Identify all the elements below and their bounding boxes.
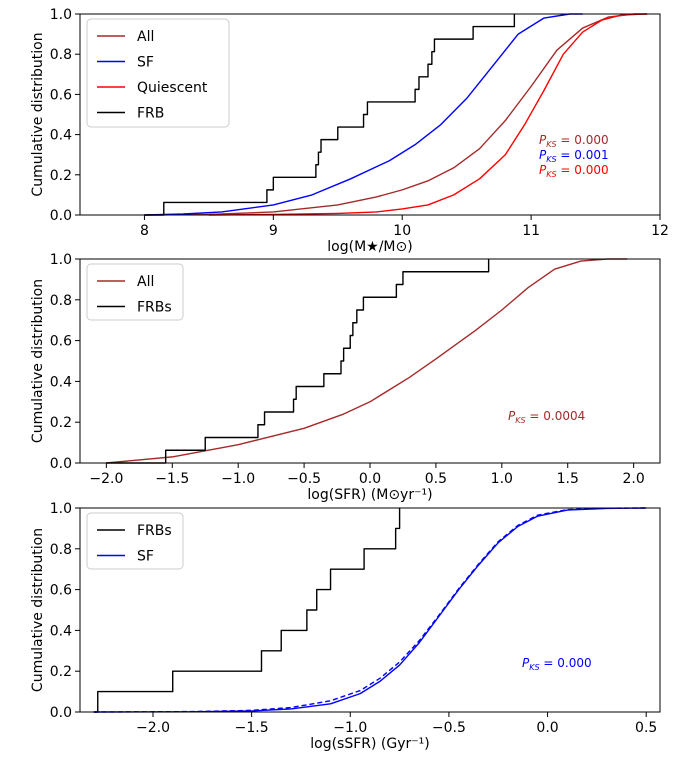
- legend-label: SF: [137, 55, 154, 71]
- x-tick-label: −1.5: [155, 471, 189, 487]
- y-tick-label: 0.0: [50, 208, 72, 224]
- plot-frame: [79, 507, 661, 713]
- y-tick-label: 0.2: [50, 168, 72, 184]
- x-tick-label: 1.5: [557, 471, 579, 487]
- x-axis-label: log(SFR) (M⊙yr⁻¹): [307, 487, 432, 503]
- y-tick-label: 0.6: [50, 87, 72, 103]
- x-tick-label: −1.0: [221, 471, 255, 487]
- x-tick-label: −0.5: [432, 720, 466, 736]
- legend-box: [86, 18, 230, 128]
- x-tick-label: −2.0: [89, 471, 123, 487]
- series-line-all: [144, 13, 648, 216]
- ks-annotation: PKS = 0.000: [539, 163, 609, 179]
- x-tick-label: 0.0: [536, 720, 558, 736]
- y-tick-label: 0.8: [50, 47, 72, 63]
- y-axis-label: Cumulative distribution: [30, 279, 46, 443]
- y-tick-label: 0.2: [50, 664, 72, 680]
- x-tick-label: −1.0: [333, 720, 367, 736]
- y-tick-label: 0.6: [50, 583, 72, 599]
- chart-panel-2: −2.0 −1.5 −1.0 −0.5 0.0 0.5 1.0 1.5 2.0 0.0 0.2 0.4…: [30, 252, 661, 503]
- y-tick-label: 0.8: [50, 542, 72, 558]
- legend-label: All: [137, 274, 154, 290]
- y-tick-label: 0.4: [50, 128, 72, 144]
- x-tick-label: 10: [393, 223, 411, 239]
- ks-annotation: PKS = 0.0004: [508, 409, 585, 425]
- y-tick-label: 0.0: [50, 456, 72, 472]
- series-line-dashed-2: [93, 507, 647, 713]
- y-tick-label: 0.4: [50, 623, 72, 639]
- x-tick-label: 9: [269, 223, 278, 239]
- ks-annotation: PKS = 0.001: [539, 148, 609, 164]
- x-tick-label: −2.0: [136, 720, 170, 736]
- legend-label: FRBs: [137, 300, 172, 316]
- plot-frame: [79, 258, 661, 464]
- x-axis-label: log(M★/M⊙): [327, 239, 412, 255]
- x-tick-label: 0.5: [425, 471, 447, 487]
- x-tick-label: 0.0: [359, 471, 381, 487]
- y-tick-label: 0.8: [50, 293, 72, 309]
- y-axis-label: Cumulative distribution: [30, 528, 46, 692]
- series-line-sf: [93, 507, 647, 713]
- y-tick-label: 0.4: [50, 374, 72, 390]
- x-tick-label: 0.5: [635, 720, 657, 736]
- x-tick-label: 1.0: [491, 471, 513, 487]
- series-line-sf: [144, 13, 583, 216]
- x-tick-label: −1.5: [235, 720, 269, 736]
- chart-panel-1: 8 9 10 11 12 0.0 0.2 0.4 0.6 0.8 1.0 log(M★/M⊙) Cumu…: [30, 7, 669, 255]
- x-tick-label: −0.5: [287, 471, 321, 487]
- series-line-frb: [144, 14, 516, 216]
- series-line-quiescent: [208, 13, 648, 216]
- x-tick-label: 12: [651, 223, 669, 239]
- ks-annotation: PKS = 0.000: [539, 133, 609, 149]
- chart-panel-3: −2.0 −1.5 −1.0 −0.5 0.0 0.5 0.0 0.2 0.4 0.6 0.8 1.0…: [30, 501, 661, 752]
- series-line-all: [106, 258, 628, 464]
- x-axis-label: log(sSFR) (Gyr⁻¹): [310, 736, 430, 752]
- y-tick-label: 1.0: [50, 501, 72, 517]
- y-tick-label: 1.0: [50, 7, 72, 23]
- series-line-frbs: [93, 508, 401, 713]
- x-tick-label: 11: [522, 223, 540, 239]
- legend-label: Quiescent: [137, 80, 208, 96]
- y-tick-label: 0.2: [50, 415, 72, 431]
- y-axis-label: Cumulative distribution: [30, 32, 46, 196]
- legend-box: [86, 512, 184, 570]
- legend-label: FRBs: [137, 523, 172, 539]
- x-tick-label: 2.0: [623, 471, 645, 487]
- plot-frame: [79, 13, 661, 216]
- y-tick-label: 0.6: [50, 334, 72, 350]
- ks-annotation: PKS = 0.000: [522, 656, 592, 672]
- legend-label: All: [137, 29, 154, 45]
- legend-label: FRB: [137, 106, 164, 122]
- x-tick-label: 8: [140, 223, 149, 239]
- y-tick-label: 1.0: [50, 252, 72, 268]
- series-line-frbs: [106, 259, 490, 464]
- y-tick-label: 0.0: [50, 705, 72, 721]
- legend-label: SF: [137, 549, 154, 565]
